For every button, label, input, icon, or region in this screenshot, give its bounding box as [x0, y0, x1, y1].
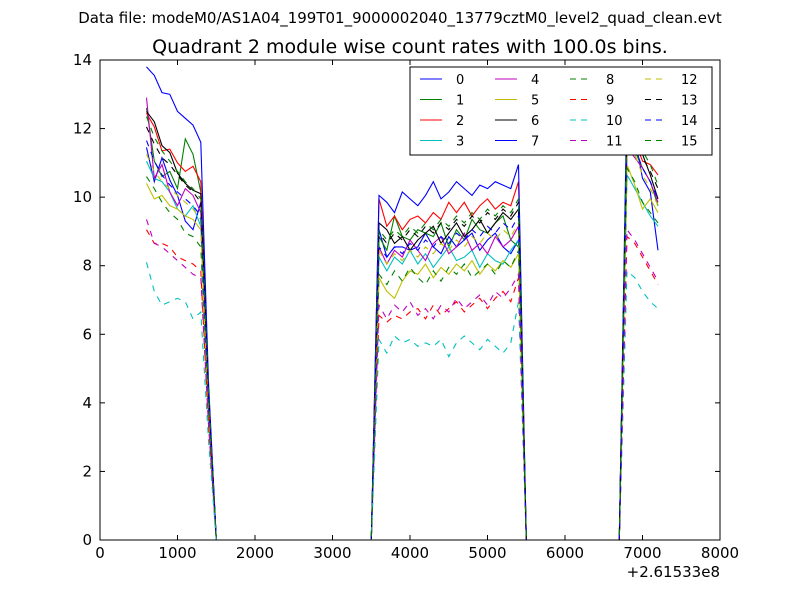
x-tick-label: 8000 — [701, 544, 739, 562]
series-line-4 — [145, 97, 659, 540]
legend-label-5: 5 — [531, 94, 539, 109]
legend-label-12: 12 — [681, 73, 698, 88]
y-tick-label: 6 — [82, 325, 92, 343]
series-line-13 — [145, 117, 659, 540]
y-tick-label: 10 — [73, 188, 92, 206]
series-line-0 — [145, 129, 659, 540]
x-offset-label: +2.61533e8 — [627, 563, 720, 581]
y-tick-label: 8 — [82, 257, 92, 275]
legend-label-13: 13 — [681, 94, 698, 109]
series-line-3 — [145, 160, 659, 540]
legend-label-3: 3 — [456, 135, 464, 150]
chart-title: Quadrant 2 module wise count rates with … — [152, 36, 668, 58]
x-tick-label: 3000 — [313, 544, 351, 562]
series-line-8 — [146, 165, 659, 540]
legend-label-1: 1 — [456, 94, 464, 109]
legend-label-10: 10 — [606, 114, 623, 129]
legend-label-6: 6 — [531, 114, 539, 129]
legend-label-9: 9 — [606, 94, 614, 109]
series-line-7 — [146, 66, 659, 540]
x-tick-label: 1000 — [158, 544, 196, 562]
y-tick-label: 0 — [82, 531, 92, 549]
x-tick-label: 0 — [95, 544, 105, 562]
legend-label-2: 2 — [456, 114, 464, 129]
x-tick-label: 7000 — [623, 544, 661, 562]
y-tick-label: 12 — [73, 120, 92, 138]
legend-label-0: 0 — [456, 73, 464, 88]
series-line-5 — [146, 164, 659, 540]
series-line-1 — [145, 107, 659, 540]
legend-label-15: 15 — [681, 135, 698, 150]
x-tick-label: 6000 — [546, 544, 584, 562]
series-line-2 — [146, 112, 659, 540]
legend-label-4: 4 — [531, 73, 539, 88]
series-line-14 — [145, 131, 659, 540]
y-tick-label: 4 — [82, 394, 92, 412]
series-line-10 — [145, 262, 659, 540]
series-line-11 — [145, 219, 659, 540]
legend-label-11: 11 — [606, 135, 623, 150]
series-line-9 — [146, 229, 659, 540]
series-line-15 — [145, 111, 659, 540]
y-tick-label: 14 — [73, 51, 92, 69]
y-tick-label: 2 — [82, 462, 92, 480]
legend-label-8: 8 — [606, 73, 614, 88]
figure-suptitle: Data file: modeM0/AS1A04_199T01_90000020… — [78, 9, 722, 27]
legend-label-14: 14 — [681, 114, 698, 129]
x-tick-label: 4000 — [391, 544, 429, 562]
legend-label-7: 7 — [531, 135, 539, 150]
series-line-12 — [145, 138, 659, 540]
x-tick-label: 2000 — [236, 544, 274, 562]
x-tick-label: 5000 — [468, 544, 506, 562]
series-line-6 — [146, 111, 659, 540]
